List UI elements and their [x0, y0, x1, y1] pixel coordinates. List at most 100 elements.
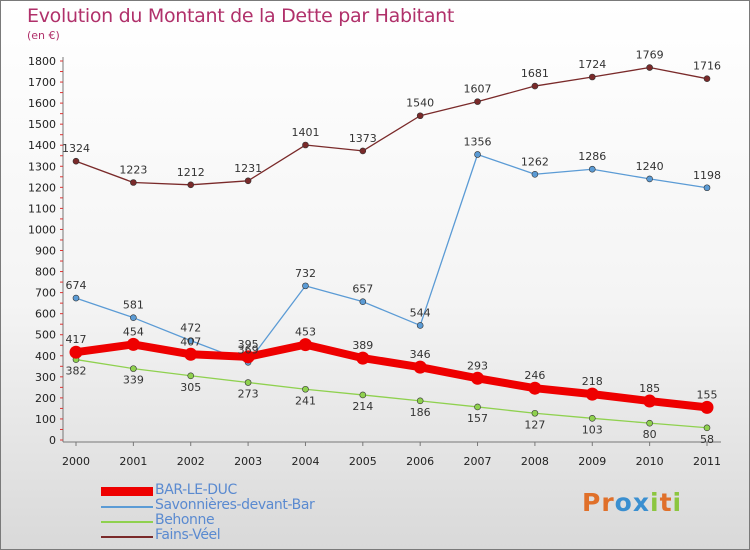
data-label: 544	[410, 306, 431, 319]
series-line	[75, 358, 708, 429]
data-point	[244, 177, 252, 185]
y-tick-label: 600	[35, 308, 56, 321]
data-point	[359, 298, 367, 305]
y-tick-label: 1700	[28, 76, 56, 89]
legend-swatch	[101, 487, 153, 496]
data-point	[187, 337, 195, 344]
data-point	[531, 409, 539, 417]
data-point	[130, 179, 137, 186]
data-point	[241, 350, 255, 364]
x-tick-label: 2003	[234, 455, 262, 468]
legend-label: Savonnières-devant-Bar	[155, 497, 315, 513]
data-label: 453	[295, 326, 316, 339]
data-label: 1716	[693, 60, 721, 73]
x-tick-label: 2011	[693, 455, 721, 468]
y-tick-label: 100	[35, 413, 56, 426]
y-tick-label: 1600	[28, 97, 56, 110]
data-label: 157	[467, 412, 488, 425]
data-label: 407	[180, 335, 201, 348]
y-tick-label: 1000	[28, 223, 56, 236]
legend-swatch	[101, 521, 153, 523]
x-tick-label: 2007	[464, 455, 492, 468]
y-tick-label: 1100	[28, 202, 56, 215]
y-tick-label: 1500	[28, 118, 56, 131]
data-label: 472	[180, 322, 201, 335]
x-tick-label: 2010	[636, 455, 664, 468]
data-point	[416, 112, 424, 120]
data-point	[531, 170, 539, 178]
data-label: 1240	[636, 160, 664, 173]
data-point	[646, 64, 653, 71]
data-point	[72, 294, 80, 302]
data-point	[585, 387, 599, 401]
data-point	[474, 151, 481, 158]
data-label: 346	[410, 348, 431, 361]
data-point	[298, 338, 312, 352]
data-point	[302, 141, 309, 149]
data-point	[187, 372, 195, 380]
x-tick-label: 2009	[578, 455, 606, 468]
data-point	[643, 394, 657, 408]
series-line	[75, 66, 708, 186]
data-label: 417	[66, 333, 87, 346]
y-tick-label: 700	[35, 287, 56, 300]
data-point	[416, 322, 424, 329]
data-point	[588, 73, 596, 81]
y-tick-label: 0	[49, 434, 56, 447]
data-label: 339	[123, 374, 144, 387]
data-point	[531, 82, 539, 90]
data-label: 732	[295, 267, 316, 280]
data-label: 155	[697, 388, 718, 401]
data-point	[413, 360, 427, 374]
data-label: 185	[639, 382, 660, 395]
data-label: 581	[123, 299, 144, 312]
data-label: 1262	[521, 155, 549, 168]
data-label: 1356	[464, 135, 492, 148]
data-label: 273	[238, 388, 259, 401]
data-label: 1231	[234, 162, 262, 175]
x-tick-label: 2005	[349, 455, 377, 468]
data-point	[646, 419, 653, 427]
data-point	[703, 424, 711, 432]
data-label: 1401	[291, 126, 319, 139]
data-label: 454	[123, 325, 144, 338]
logo-letter: x	[632, 488, 650, 517]
series-line	[75, 340, 708, 412]
data-label: 369	[238, 343, 259, 356]
data-point	[471, 371, 485, 385]
data-point	[356, 351, 370, 365]
y-tick-label: 400	[35, 350, 56, 363]
data-label: 395	[238, 338, 259, 351]
y-tick-label: 1400	[28, 139, 56, 152]
data-label: 1769	[636, 49, 664, 62]
data-point	[700, 400, 714, 414]
data-label: 58	[700, 433, 714, 446]
data-label: 1373	[349, 132, 377, 145]
data-label: 103	[582, 423, 603, 436]
y-tick-label: 200	[35, 392, 56, 405]
data-point	[474, 98, 481, 105]
data-label: 1212	[177, 166, 205, 179]
data-label: 1607	[464, 83, 492, 96]
data-label: 246	[524, 369, 545, 382]
proxiti-logo[interactable]: Proxiti	[582, 488, 682, 517]
data-label: 293	[467, 359, 488, 372]
y-tick-label: 900	[35, 245, 56, 258]
y-tick-label: 1300	[28, 160, 56, 173]
y-tick-label: 300	[35, 371, 56, 384]
y-tick-label: 1200	[28, 181, 56, 194]
chart-unit-label: (en €)	[27, 29, 60, 42]
data-point	[588, 415, 596, 422]
data-point	[646, 175, 653, 183]
data-point	[359, 391, 367, 399]
data-label: 1724	[578, 58, 606, 71]
chart-title: Evolution du Montant de la Dette par Hab…	[27, 5, 455, 27]
data-label: 1198	[693, 169, 721, 182]
legend-swatch	[101, 506, 153, 508]
legend-label: BAR-LE-DUC	[155, 482, 237, 498]
data-point	[126, 337, 140, 351]
logo-letter: i	[650, 488, 660, 517]
y-tick-label: 1800	[28, 55, 56, 68]
data-label: 1286	[578, 150, 606, 163]
